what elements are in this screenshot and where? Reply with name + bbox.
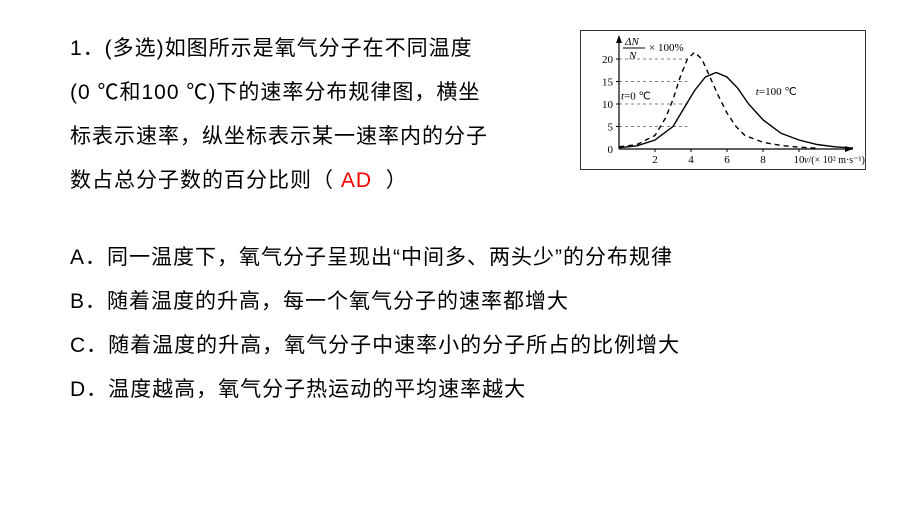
q-line1: 如图所示是氧气分子在不同温度 — [165, 37, 473, 60]
question-prefix: ．(多选) — [83, 37, 165, 60]
svg-text:8: 8 — [760, 154, 766, 166]
option-C: C．随着温度的升高，氧气分子中速率小的分子所占的比例增大 — [70, 324, 860, 368]
question-block: 1．(多选)如图所示是氧气分子在不同温度 (0 ℃和100 ℃)下的速率分布规律… — [70, 28, 860, 202]
svg-text:t=0 ℃: t=0 ℃ — [621, 91, 651, 103]
option-B: B．随着温度的升高，每一个氧气分子的速率都增大 — [70, 280, 860, 324]
svg-text:5: 5 — [608, 122, 614, 134]
answer-text: AD — [341, 169, 372, 192]
q-line4-suffix: ） — [386, 169, 408, 192]
svg-text:0: 0 — [608, 144, 614, 156]
distribution-chart: ΔNN× 100%05101520246810v/(× 10² m·s⁻¹)t=… — [580, 30, 866, 170]
svg-text:6: 6 — [724, 154, 730, 166]
q-line2: (0 ℃和100 ℃)下的速率分布规律图，横坐 — [70, 72, 568, 114]
q-line4-prefix: 数占总分子数的百分比则（ — [70, 169, 334, 192]
svg-text:ΔN: ΔN — [624, 36, 639, 48]
svg-text:20: 20 — [602, 54, 614, 66]
svg-text:v/(× 10² m·s⁻¹): v/(× 10² m·s⁻¹) — [804, 155, 865, 166]
question-stem: 1．(多选)如图所示是氧气分子在不同温度 (0 ℃和100 ℃)下的速率分布规律… — [70, 28, 568, 202]
question-number: 1 — [70, 37, 83, 60]
svg-text:N: N — [628, 50, 637, 62]
option-D: D．温度越高，氧气分子热运动的平均速率越大 — [70, 368, 860, 412]
svg-text:4: 4 — [688, 154, 694, 166]
option-A: A．同一温度下，氧气分子呈现出“中间多、两头少”的分布规律 — [70, 236, 860, 280]
svg-text:10: 10 — [602, 99, 614, 111]
svg-text:2: 2 — [652, 154, 658, 166]
svg-text:15: 15 — [602, 77, 614, 89]
q-line3: 标表示速率，纵坐标表示某一速率内的分子 — [70, 116, 568, 158]
chart-svg: ΔNN× 100%05101520246810v/(× 10² m·s⁻¹)t=… — [581, 31, 865, 169]
svg-text:t=100 ℃: t=100 ℃ — [756, 86, 797, 98]
svg-text:× 100%: × 100% — [649, 42, 684, 54]
options-block: A．同一温度下，氧气分子呈现出“中间多、两头少”的分布规律 B．随着温度的升高，… — [70, 236, 860, 412]
